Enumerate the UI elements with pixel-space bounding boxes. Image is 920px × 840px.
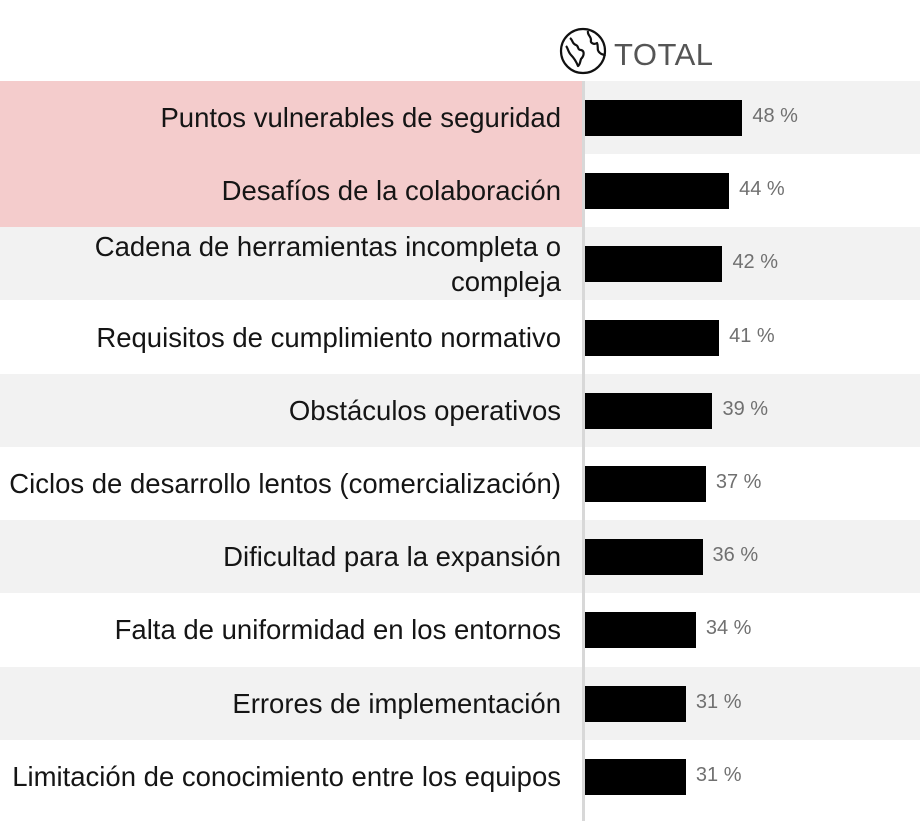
category-label-cell: Limitación de conocimiento entre los equ…	[0, 740, 583, 813]
bar	[583, 466, 706, 502]
value-label: 48 %	[752, 105, 798, 127]
value-label: 37 %	[715, 471, 762, 493]
chart-row: Limitación de conocimiento entre los equ…	[0, 739, 920, 813]
bar	[583, 758, 686, 795]
chart-row: Puntos vulnerables de seguridad 48 %	[0, 81, 920, 154]
category-label: Ciclos de desarrollo lentos (comercializ…	[9, 468, 561, 499]
chart-row: Requisitos de cumplimiento normativo 41 %	[0, 300, 920, 374]
chart-row: Obstáculos operativos 39 %	[0, 373, 920, 447]
bar	[583, 685, 686, 722]
value-label: 36 %	[712, 544, 759, 567]
bar	[583, 539, 703, 576]
category-label-cell: Requisitos de cumplimiento normativo	[0, 301, 583, 374]
chart-row: Dificultad para la expansión 36 %	[0, 520, 920, 594]
category-label: Puntos vulnerables de seguridad	[160, 102, 561, 133]
bar	[583, 319, 720, 356]
category-label-cell: Errores de implementación	[0, 667, 583, 740]
value-label: 42 %	[732, 251, 779, 274]
value-label: 34 %	[705, 617, 752, 640]
category-label-cell: Desafíos de la colaboración	[0, 154, 583, 228]
bar	[583, 100, 743, 136]
category-label-cell: Cadena de herramientas incompleta o comp…	[0, 227, 583, 300]
category-label-cell: Falta de uniformidad en los entornos	[0, 593, 583, 666]
category-label-cell: Ciclos de desarrollo lentos (comercializ…	[0, 447, 583, 520]
chart-row: Falta de uniformidad en los entornos 34 %	[0, 593, 920, 667]
category-label-cell: Obstáculos operativos	[0, 374, 583, 447]
value-label: 44 %	[739, 178, 785, 201]
chart-row: Ciclos de desarrollo lentos (comercializ…	[0, 447, 920, 520]
bar	[583, 392, 713, 429]
category-label-cell: Dificultad para la expansión	[0, 520, 583, 593]
bar	[583, 173, 730, 210]
category-label: Cadena de herramientas incompleta o comp…	[94, 230, 561, 297]
chart-row: Errores de implementación 31 %	[0, 666, 920, 740]
bar	[583, 246, 723, 283]
bar	[583, 612, 696, 649]
category-label-cell: Puntos vulnerables de seguridad	[0, 81, 583, 154]
value-label: 41 %	[729, 324, 775, 347]
value-label: 31 %	[695, 690, 742, 713]
category-label: Dificultad para la expansión	[223, 541, 561, 573]
globe-icon	[559, 27, 607, 75]
category-label: Errores de implementación	[232, 687, 561, 719]
category-label: Falta de uniformidad en los entornos	[114, 614, 561, 646]
category-label: Limitación de conocimiento entre los equ…	[12, 760, 561, 792]
chart-header: TOTAL	[558, 26, 714, 76]
category-label: Obstáculos operativos	[288, 394, 561, 426]
chart-title: TOTAL	[614, 37, 714, 72]
value-label: 31 %	[695, 763, 742, 786]
chart-row: Desafíos de la colaboración 44 %	[0, 154, 920, 228]
category-label: Requisitos de cumplimiento normativo	[96, 321, 561, 353]
value-label: 39 %	[722, 397, 769, 420]
category-label: Desafíos de la colaboración	[221, 175, 561, 207]
axis-line	[582, 81, 585, 821]
chart-row: Cadena de herramientas incompleta o comp…	[0, 227, 920, 301]
